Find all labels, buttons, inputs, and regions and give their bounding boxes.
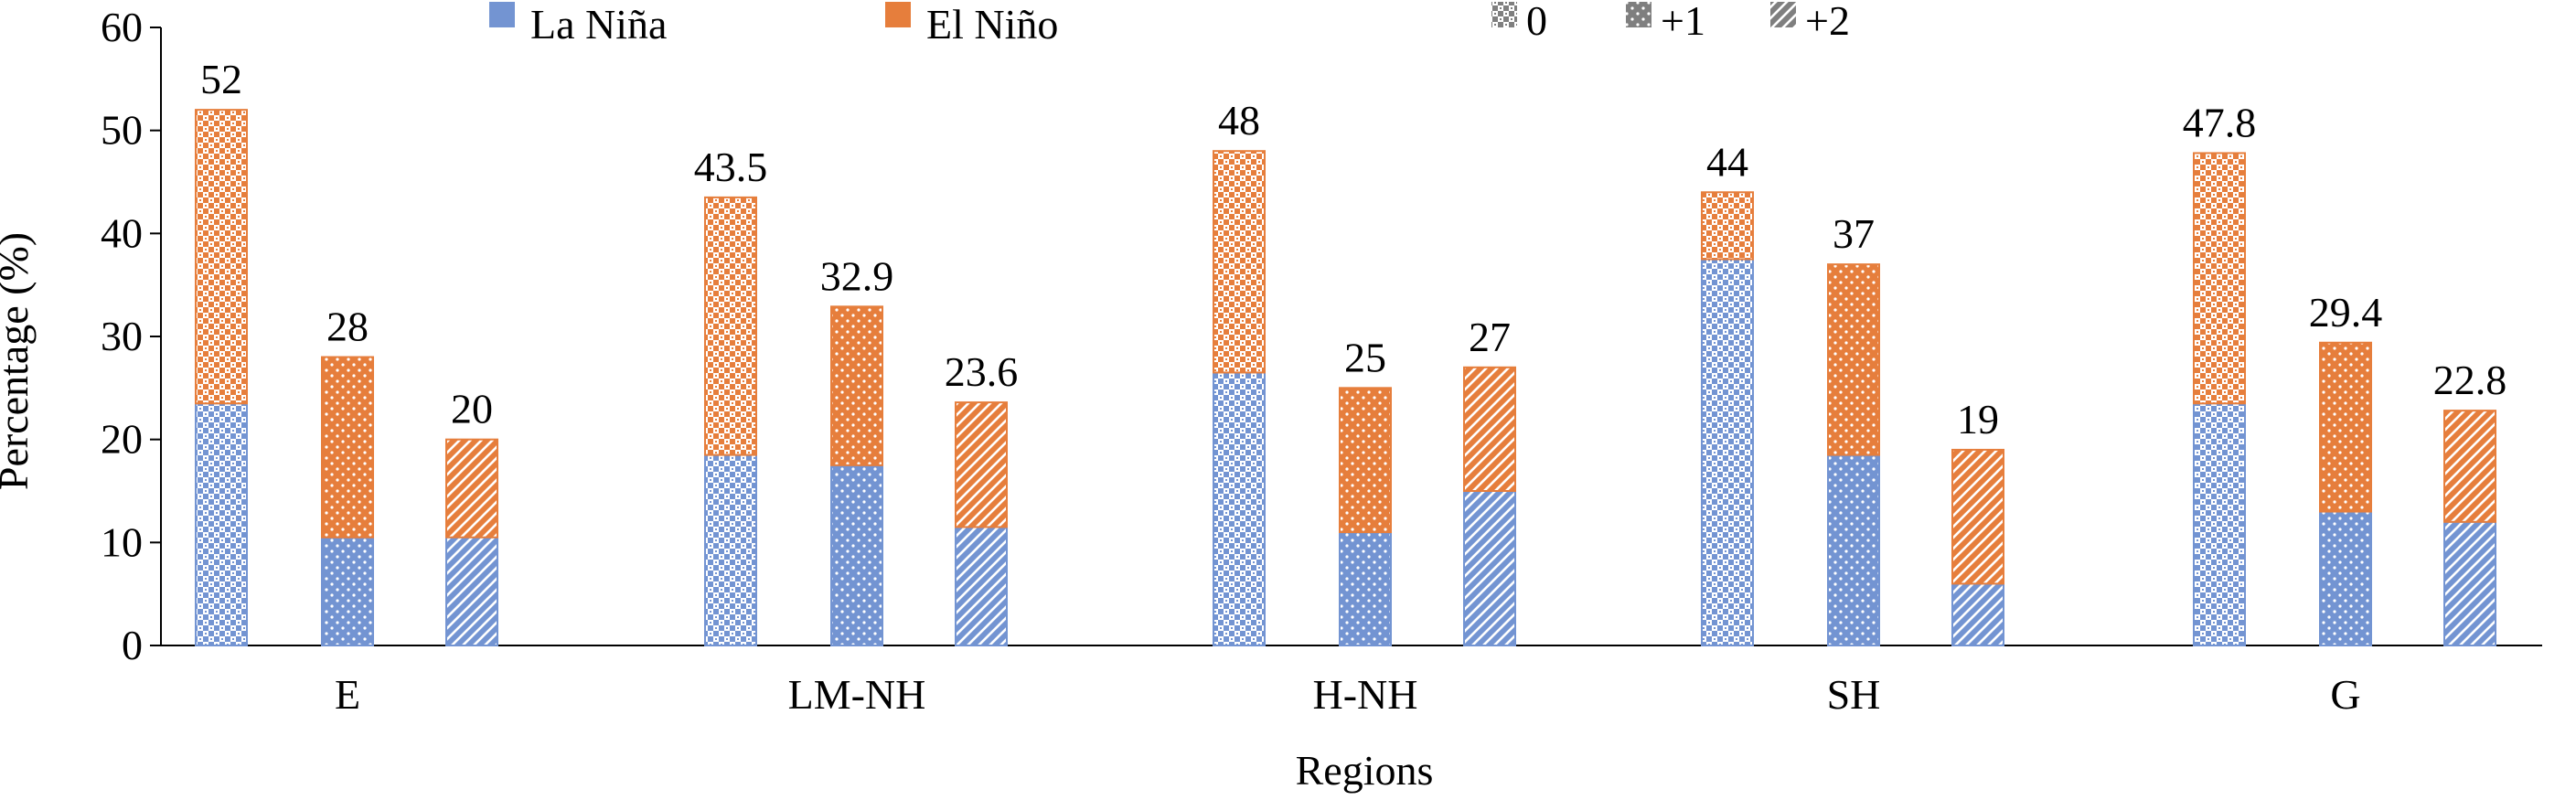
y-tick-label: 20 [101,416,143,463]
x-tick-label: H-NH [1313,671,1418,718]
legend-swatch-pattern [1626,2,1651,27]
bar-segment-la-nina [1213,371,1266,646]
bar-total-label: 20 [451,386,493,432]
bar-segment-la-nina [2193,402,2246,646]
y-tick-label: 30 [101,313,143,359]
bar-segment-la-nina [1339,531,1392,646]
bar-segment-la-nina [2443,520,2496,646]
bar-total-label: 19 [1957,396,1999,443]
bar-segment-la-nina [1951,582,2004,647]
bar-total-label: 23.6 [945,348,1019,395]
bar-total-label: 22.8 [2433,357,2507,403]
bar-segment-el-nino [1463,366,1516,492]
bar-segment-el-nino [1213,150,1266,374]
legend-label-series: El Niño [926,1,1058,48]
y-tick-label: 50 [101,107,143,154]
bar-segment-la-nina [955,526,1008,647]
y-tick-label: 60 [101,4,143,50]
legend-label-pattern: +1 [1661,0,1705,44]
bar-segment-la-nina [1463,490,1516,646]
bar-segment-la-nina [195,402,248,646]
bar-total-label: 43.5 [694,144,768,190]
bar-segment-el-nino [321,356,374,539]
y-tick-label: 0 [122,622,143,668]
bar-segment-el-nino [1701,191,1754,261]
bar-segment-la-nina [830,464,883,647]
x-tick-label: LM-NH [788,671,926,718]
bars [195,109,2496,647]
bar-segment-el-nino [2319,341,2372,513]
legend-swatch-series [489,2,515,27]
bar-segment-la-nina [2319,510,2372,646]
x-tick-label: G [2330,671,2360,718]
bar-segment-el-nino [2443,410,2496,523]
y-tick-label: 10 [101,518,143,565]
legend-label-series: La Niña [530,1,667,48]
bar-segment-el-nino [1827,263,1880,456]
data-labels: 52 28 20 43.5 32.9 23.6 48 25 27 44 37 19 47.8 29.4 22… [200,56,2507,443]
bar-total-label: 28 [326,304,369,350]
bar-total-label: 29.4 [2309,289,2383,336]
bar-total-label: 25 [1344,334,1386,380]
bar-total-label: 52 [200,56,242,102]
bar-segment-la-nina [1701,258,1754,646]
legend-swatch-pattern [1770,2,1796,27]
axes: 0 10 20 30 40 50 60 E LM-NH H-NH SH G [101,4,2542,718]
bar-segment-el-nino [445,438,498,539]
bar-segment-el-nino [955,401,1008,528]
legend-label-pattern: 0 [1526,0,1547,44]
bar-segment-la-nina [704,453,757,647]
bar-total-label: 27 [1469,314,1511,360]
bar-total-label: 47.8 [2183,99,2257,145]
bar-segment-el-nino [830,305,883,466]
legend-label-pattern: +2 [1805,0,1850,44]
bar-segment-la-nina [445,536,498,647]
bar-total-label: 37 [1833,210,1875,257]
bar-segment-el-nino [195,109,248,405]
bar-segment-el-nino [1339,387,1392,534]
bar-total-label: 44 [1706,138,1748,185]
y-tick-label: 40 [101,209,143,256]
bar-total-label: 48 [1218,97,1260,144]
bar-segment-el-nino [2193,152,2246,405]
legend-swatch-pattern [1491,2,1517,27]
bar-segment-la-nina [321,536,374,647]
bar-segment-el-nino [704,196,757,456]
x-tick-label: SH [1827,671,1881,718]
legend: La Niña El Niño 0 +1 +2 [489,0,1850,48]
bar-segment-el-nino [1951,448,2004,585]
bar-total-label: 32.9 [820,252,894,299]
y-axis-title: Percentage (%) [0,232,37,490]
legend-swatch-series [885,2,911,27]
x-tick-label: E [335,671,360,718]
x-axis-title: Regions [1296,747,1434,794]
bar-segment-la-nina [1827,453,1880,647]
